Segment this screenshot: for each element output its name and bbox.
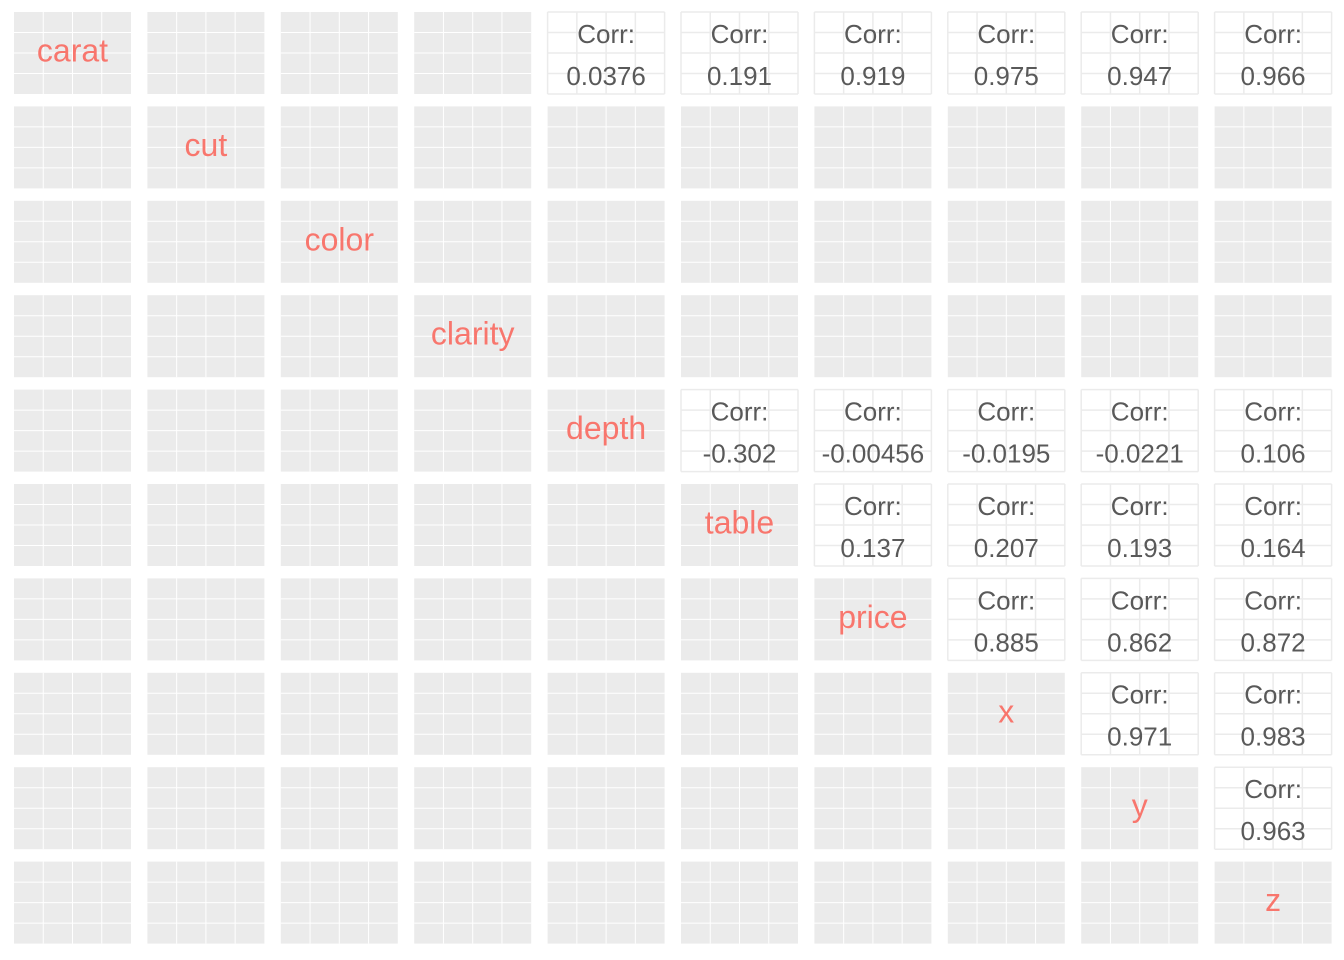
corr-value: 0.872: [1241, 627, 1306, 657]
corr-label: Corr:: [1111, 396, 1169, 426]
corr-label: Corr:: [1244, 680, 1302, 710]
corr-label: Corr:: [1111, 491, 1169, 521]
corr-value: 0.193: [1107, 533, 1172, 563]
variable-label: x: [998, 693, 1014, 729]
corr-value: 0.963: [1241, 816, 1306, 846]
corr-value: 0.885: [974, 627, 1039, 657]
variable-label: y: [1132, 788, 1148, 824]
variable-label: clarity: [431, 316, 515, 352]
corr-value: -0.0195: [962, 438, 1050, 468]
corr-value: -0.0221: [1096, 438, 1184, 468]
variable-label: carat: [37, 32, 108, 68]
corr-label: Corr:: [577, 19, 635, 49]
variable-label: depth: [566, 410, 646, 446]
corr-label: Corr:: [844, 396, 902, 426]
corr-label: Corr:: [844, 19, 902, 49]
corr-label: Corr:: [1244, 19, 1302, 49]
corr-label: Corr:: [711, 396, 769, 426]
corr-label: Corr:: [1244, 585, 1302, 615]
corr-value: 0.106: [1241, 438, 1306, 468]
corr-label: Corr:: [1244, 774, 1302, 804]
corr-value: 0.966: [1241, 61, 1306, 91]
corr-label: Corr:: [1244, 491, 1302, 521]
corr-label: Corr:: [1111, 19, 1169, 49]
corr-value: 0.971: [1107, 722, 1172, 752]
corr-value: -0.00456: [822, 438, 925, 468]
corr-value: 0.862: [1107, 627, 1172, 657]
corr-value: 0.164: [1241, 533, 1306, 563]
corr-value: 0.983: [1241, 722, 1306, 752]
corr-label: Corr:: [844, 491, 902, 521]
corr-label: Corr:: [1111, 585, 1169, 615]
variable-label: table: [705, 504, 774, 540]
variable-label: price: [838, 599, 907, 635]
variable-label: color: [305, 221, 375, 257]
corr-value: 0.975: [974, 61, 1039, 91]
corr-value: 0.947: [1107, 61, 1172, 91]
corr-label: Corr:: [977, 396, 1035, 426]
corr-label: Corr:: [1244, 396, 1302, 426]
corr-value: 0.0376: [566, 61, 646, 91]
corr-label: Corr:: [711, 19, 769, 49]
corr-value: 0.207: [974, 533, 1039, 563]
corr-value: 0.191: [707, 61, 772, 91]
variable-label: cut: [185, 127, 228, 163]
variable-label: z: [1265, 882, 1281, 918]
corr-label: Corr:: [977, 491, 1035, 521]
corr-value: -0.302: [703, 438, 777, 468]
corr-label: Corr:: [977, 19, 1035, 49]
corr-label: Corr:: [977, 585, 1035, 615]
corr-value: 0.919: [840, 61, 905, 91]
corr-value: 0.137: [840, 533, 905, 563]
corr-label: Corr:: [1111, 680, 1169, 710]
